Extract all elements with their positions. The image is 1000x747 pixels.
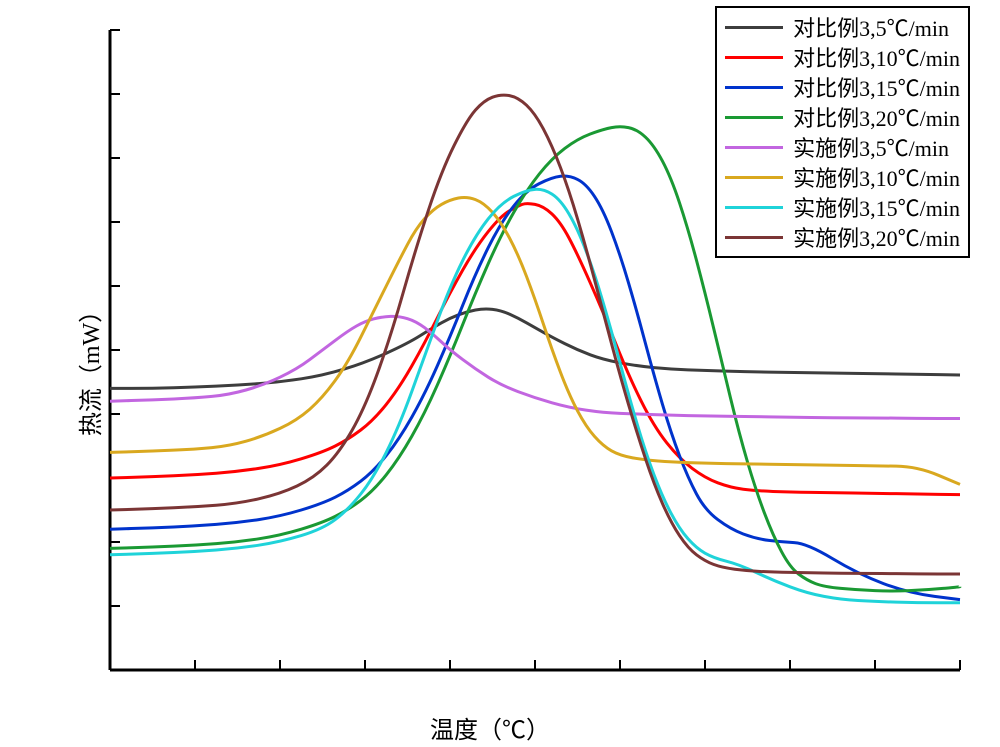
dsc-chart: 热流（mW） 温度（℃） 对比例3,5℃/min对比例3,10℃/min对比例3… (0, 0, 1000, 747)
legend-swatch (725, 26, 783, 29)
legend-swatch (725, 146, 783, 149)
x-axis-label: 温度（℃） (430, 710, 550, 745)
legend-swatch (725, 206, 783, 209)
legend-swatch (725, 116, 783, 119)
legend-swatch (725, 86, 783, 89)
legend: 对比例3,5℃/min对比例3,10℃/min对比例3,15℃/min对比例3,… (715, 6, 970, 258)
legend-item-4: 实施例3,5℃/min (725, 132, 960, 162)
legend-label: 实施例3,10℃/min (793, 161, 960, 193)
legend-label: 实施例3,15℃/min (793, 191, 960, 223)
legend-item-7: 实施例3,20℃/min (725, 222, 960, 252)
legend-item-6: 实施例3,15℃/min (725, 192, 960, 222)
legend-label: 实施例3,20℃/min (793, 221, 960, 253)
legend-label: 对比例3,20℃/min (793, 101, 960, 133)
legend-swatch (725, 236, 783, 239)
legend-swatch (725, 176, 783, 179)
legend-label: 对比例3,15℃/min (793, 71, 960, 103)
legend-item-2: 对比例3,15℃/min (725, 72, 960, 102)
legend-item-1: 对比例3,10℃/min (725, 42, 960, 72)
legend-swatch (725, 56, 783, 59)
series-4 (110, 316, 960, 418)
legend-item-0: 对比例3,5℃/min (725, 12, 960, 42)
legend-label: 对比例3,10℃/min (793, 41, 960, 73)
legend-item-5: 实施例3,10℃/min (725, 162, 960, 192)
series-0 (110, 309, 960, 388)
legend-item-3: 对比例3,20℃/min (725, 102, 960, 132)
legend-label: 对比例3,5℃/min (793, 11, 949, 43)
legend-label: 实施例3,5℃/min (793, 131, 949, 163)
